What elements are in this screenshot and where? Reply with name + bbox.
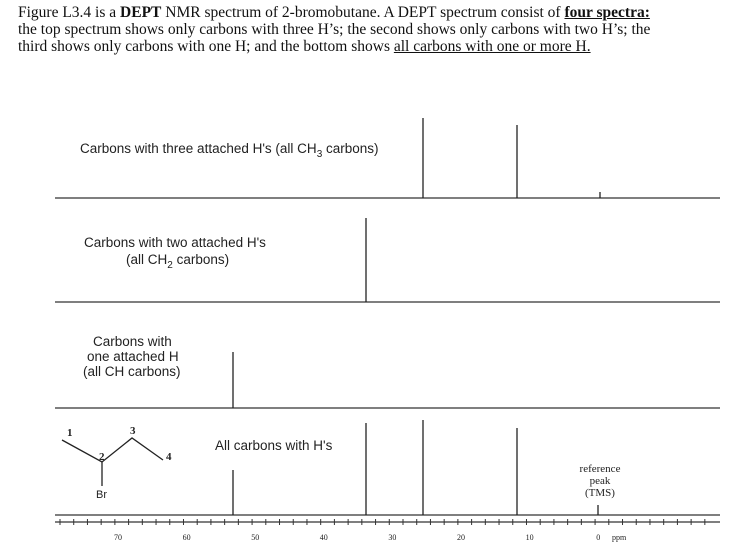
text: NMR spectrum of 2-bromobutane. A DEPT sp… [161, 4, 565, 21]
caption: Figure L3.4 is a DEPT NMR spectrum of 2-… [18, 4, 650, 55]
text: third shows only carbons with one H; and… [18, 38, 394, 55]
bold-text: DEPT [120, 4, 162, 21]
ppm-axis: 70 60 50 40 30 20 10 0 ppm [55, 519, 720, 542]
molecule: 1 2 3 4 Br [61, 425, 172, 501]
tick-label: 50 [251, 533, 259, 542]
tick-label: 60 [183, 533, 191, 542]
panel-label: All carbons with H's [215, 438, 333, 453]
atom-number: 3 [130, 425, 136, 437]
panel-label: (all CH2 carbons) [126, 252, 229, 271]
tick-label: 10 [526, 533, 534, 542]
atom-label: Br [96, 489, 107, 501]
bond [61, 437, 164, 463]
caption-line: the top spectrum shows only carbons with… [18, 21, 651, 38]
subscript: 2 [167, 260, 173, 271]
caption-line: Figure L3.4 is a DEPT NMR spectrum of 2-… [18, 4, 650, 21]
text: Carbons with three attached H's (all CH [80, 141, 317, 156]
panel-label: Carbons with three attached H's (all CH3… [80, 141, 379, 160]
atom-number: 4 [166, 451, 172, 463]
atom-number: 2 [99, 451, 105, 463]
underlined-text: four spectra: [564, 4, 650, 21]
axis-unit: ppm [612, 533, 627, 542]
panel-label: one attached H [87, 349, 179, 364]
text: carbons) [173, 252, 229, 267]
panel-label: (all CH carbons) [83, 364, 181, 379]
panel-label: Carbons with two attached H's [84, 235, 266, 250]
tick-label: 20 [457, 533, 465, 542]
atom-number: 1 [67, 427, 73, 439]
text: (all CH [126, 252, 167, 267]
reference-label: peak [590, 475, 611, 487]
tick-label: 0 [596, 533, 600, 542]
panel-label: Carbons with [93, 334, 172, 349]
text: carbons) [322, 141, 378, 156]
tick-label: 70 [114, 533, 122, 542]
tick-label: 40 [320, 533, 328, 542]
caption-line: third shows only carbons with one H; and… [18, 38, 650, 55]
text: Figure L3.4 is a [18, 4, 121, 21]
subscript: 3 [317, 149, 323, 160]
tick-label: 30 [388, 533, 396, 542]
reference-label: reference [580, 463, 621, 475]
underlined-text: all carbons with one or more H. [393, 38, 591, 55]
reference-label: (TMS) [585, 487, 615, 499]
